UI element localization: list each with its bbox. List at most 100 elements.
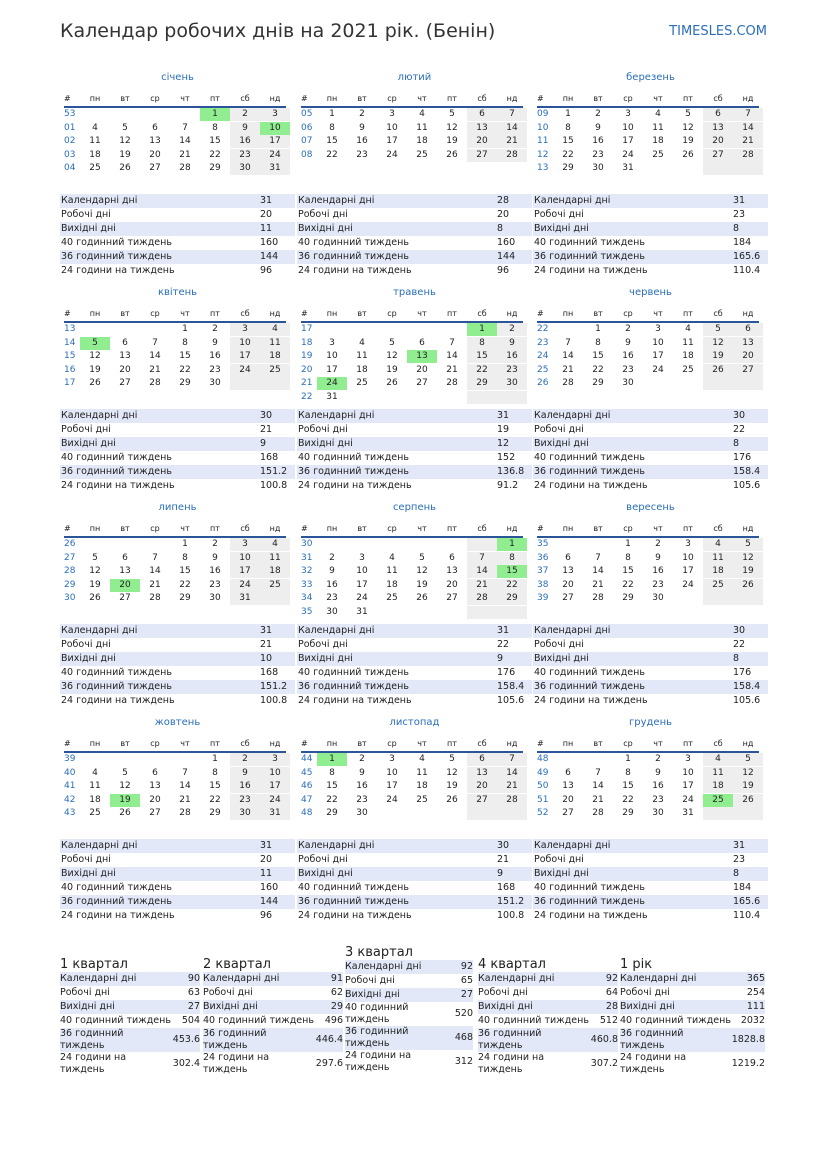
day [317,538,347,551]
weekday-header: чт [653,524,663,533]
day: 17 [622,136,634,146]
stat-label: Робочі дні [61,424,111,435]
stat-label: Календарні дні [298,410,375,421]
summary-value: 365 [746,973,765,984]
day: 7 [182,767,188,778]
summary-row: Вихідні дні 111 [620,1000,765,1014]
stat-row: Календарні дні 30 [60,409,295,423]
stat-label: 36 годинний тиждень [61,251,172,262]
stat-value: 96 [260,910,273,921]
day: 12 [119,781,131,791]
month-name: вересень [626,502,675,513]
weekday-header: пн [89,309,101,318]
day: 19 [733,780,763,793]
day: 11 [89,136,101,146]
day [437,606,467,619]
month-name: серпень [392,502,437,513]
weekday-header: сб [713,524,723,533]
day [703,162,733,175]
day: 14 [562,351,574,361]
day: 9 [359,122,365,133]
weekday-header: ср [623,524,633,533]
weekday-header: ср [387,739,397,748]
stat-row: 24 години на тиждень 105.6 [533,694,768,708]
day [643,162,673,175]
weekday-header: пт [683,524,693,533]
weekday-header: ср [387,94,397,103]
day: 13 [562,566,574,576]
week-number: 15 [64,351,76,361]
header-underline [64,321,286,323]
day: 9 [595,122,601,133]
day: 20 [149,149,161,160]
day: 1 [625,539,631,549]
stat-value: 23 [733,854,746,865]
stat-label: 36 годинний тиждень [298,681,409,692]
weekday-header: нд [742,94,754,103]
stat-value: 151.2 [260,681,288,692]
stat-label: 40 годинний тиждень [61,667,172,678]
stat-row: Вихідні дні 8 [533,652,768,666]
site-link[interactable]: TIMESLES.COM [669,24,767,39]
day: 20 [149,794,161,805]
week-number: 44 [301,754,313,764]
header-underline [64,536,286,538]
summary-label: 36 годинний тиждень [60,1028,124,1051]
weekday-header: нд [506,524,518,533]
day: 4 [92,122,98,133]
day [140,538,170,551]
stat-label: Вихідні дні [61,223,116,234]
summary-value: 312 [454,1056,473,1067]
day: 24 [652,364,664,375]
stat-value: 144 [260,896,279,907]
day: 15 [179,351,191,361]
day: 12 [682,122,694,133]
day: 16 [356,781,368,791]
day: 27 [733,363,763,377]
stat-value: 9 [497,868,504,879]
day: 2 [230,108,260,121]
weekday-header: чт [417,739,427,748]
stat-row: Робочі дні 21 [297,853,532,867]
summary-row: 36 годинний тиждень 446.4 [203,1028,343,1052]
day: 8 [595,337,601,348]
day: 30 [497,377,527,390]
day: 9 [625,337,631,348]
day: 4 [260,323,290,336]
weekday-header: сб [240,739,250,748]
stat-value: 176 [497,667,516,678]
day: 5 [685,109,691,119]
day [110,538,140,551]
day: 18 [703,780,733,793]
day: 14 [179,781,191,791]
day: 7 [467,551,497,565]
stat-label: Вихідні дні [298,223,353,234]
stat-value: 91.2 [497,480,519,491]
day: 2 [359,109,365,119]
header-underline [537,106,759,108]
day: 16 [622,351,634,361]
stat-label: Робочі дні [534,209,584,220]
weekday-header: вт [357,309,367,318]
summary-value: 27 [460,989,473,1000]
summary-value: 2032 [740,1015,765,1026]
day: 26 [682,149,694,160]
day [703,592,733,605]
day: 27 [149,163,161,173]
stat-label: 36 годинний тиждень [534,251,645,262]
stat-row: Робочі дні 19 [297,423,532,437]
stat-row: Вихідні дні 12 [297,437,532,451]
stat-value: 20 [497,209,510,220]
day: 17 [356,579,368,590]
week-number: 35 [537,539,549,549]
day: 18 [260,350,290,363]
stat-value: 30 [497,840,510,851]
day: 20 [467,780,497,793]
month-name: квітень [157,287,198,298]
stat-label: Вихідні дні [534,868,589,879]
weekday-header: ср [150,524,160,533]
day: 10 [230,336,260,350]
day: 15 [497,565,527,578]
stat-row: 36 годинний тиждень 151.2 [297,895,532,909]
stat-row: Календарні дні 30 [533,624,768,638]
